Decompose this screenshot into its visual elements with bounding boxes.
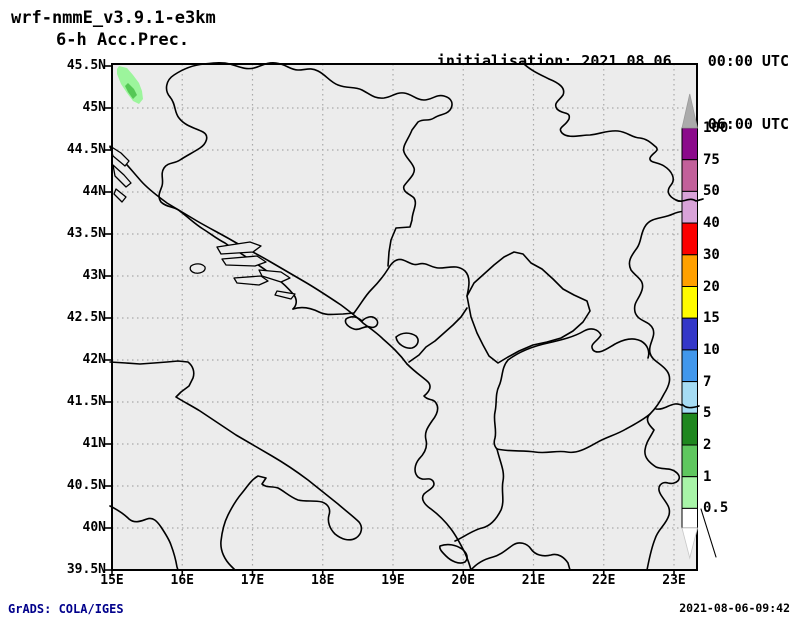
coastline-bay-of-kotor	[344, 316, 379, 331]
precip-patch-core	[125, 83, 137, 99]
border-overflow-on-colorbar	[675, 198, 704, 202]
lat-label-41N: 41N	[82, 436, 106, 451]
colorbar-segment	[681, 444, 698, 478]
adriatic-islands	[109, 145, 296, 300]
axis-tick-marks	[105, 65, 675, 576]
colorbar-segment	[681, 222, 698, 256]
lat-label-41.5N: 41.5N	[66, 394, 106, 409]
border-macedonia-north	[507, 328, 650, 361]
lat-label-45.5N: 45.5N	[66, 58, 106, 73]
border-bosnia-south	[292, 306, 355, 316]
lat-label-44N: 44N	[82, 184, 106, 199]
lon-label-18E: 18E	[311, 573, 335, 588]
colorbar-value-30: 30	[703, 246, 720, 263]
creation-timestamp: 2021-08-06-09:42	[679, 601, 790, 615]
colorbar-value-50: 50	[703, 183, 720, 200]
colorbar-value-75: 75	[703, 151, 720, 168]
colorbar-segment	[681, 159, 698, 192]
coastline-albania	[406, 363, 472, 571]
colorbar-segment	[681, 412, 698, 446]
coastline-italy-tyrrhenian	[109, 505, 179, 571]
lat-label-43N: 43N	[82, 268, 106, 283]
grads-credit: GrADS: COLA/IGES	[8, 602, 124, 616]
lon-label-15E: 15E	[100, 573, 124, 588]
colorbar-segment	[681, 254, 698, 288]
colorbar-value-7: 7	[703, 373, 712, 390]
border-albania-greece	[454, 448, 505, 542]
lat-label-42.5N: 42.5N	[66, 310, 106, 325]
lon-label-20E: 20E	[451, 573, 475, 588]
lat-label-39.5N: 39.5N	[66, 562, 106, 577]
colorbar-value-40: 40	[703, 215, 720, 232]
lon-label-16E: 16E	[170, 573, 194, 588]
colorbar-over-arrow	[681, 93, 699, 129]
island-hvar	[221, 255, 267, 267]
coastline-greece-west	[470, 542, 571, 571]
colorbar-segment	[681, 317, 698, 351]
lat-label-40N: 40N	[82, 520, 106, 535]
model-title: wrf-nmmE_v3.9.1-e3km	[11, 8, 216, 28]
coastline-greece-overflow	[700, 508, 717, 558]
border-macedonia-west	[493, 359, 509, 450]
border-albania-north	[408, 307, 468, 363]
border-montenegro-north	[353, 258, 470, 314]
border-serbia-bulgaria-greece	[628, 207, 698, 571]
lat-label-40.5N: 40.5N	[66, 478, 106, 493]
lake-skadar	[395, 332, 419, 349]
colorbar-value-1: 1	[703, 468, 712, 485]
island-korcula	[233, 275, 269, 286]
border-croatia-north-sava	[165, 62, 453, 267]
lat-label-44.5N: 44.5N	[66, 142, 106, 157]
colorbar-segment	[681, 381, 698, 414]
border-macedonia-south	[496, 413, 651, 454]
peninsula-peljesac	[258, 269, 291, 283]
colorbar-value-15: 15	[703, 310, 720, 327]
colorbar-under-arrow	[681, 527, 699, 560]
border-kosovo	[466, 251, 591, 364]
colorbar-value-0.5: 0.5	[703, 500, 729, 517]
colorbar-value-2: 2	[703, 437, 712, 453]
coastline-italy-adriatic	[109, 360, 363, 571]
lon-label-17E: 17E	[240, 573, 265, 588]
island-mljet	[274, 290, 296, 300]
colorbar-segment	[681, 127, 698, 161]
product-title: 6-h Acc.Prec.	[56, 30, 190, 50]
border-overflow-on-colorbar-2	[681, 403, 700, 409]
island	[112, 164, 132, 188]
colorbar-segment	[681, 507, 698, 529]
lat-label-45N: 45N	[82, 100, 106, 115]
colorbar-value-20: 20	[703, 278, 720, 295]
lat-label-42N: 42N	[82, 352, 106, 367]
lat-label-43.5N: 43.5N	[66, 226, 106, 241]
coastline-corfu	[439, 543, 468, 564]
lon-label-19E: 19E	[381, 573, 405, 588]
map-background	[112, 64, 697, 570]
colorbar-segment	[681, 286, 698, 319]
colorbar-value-100: 100	[703, 120, 729, 136]
colorbar-value-5: 5	[703, 405, 712, 422]
lon-label-22E: 22E	[592, 573, 616, 588]
colorbar-value-10: 10	[703, 341, 720, 358]
colorbar-segment	[681, 349, 698, 383]
lon-label-21E: 21E	[521, 573, 546, 588]
border-serbia-romania	[522, 62, 704, 202]
colorbar	[681, 93, 699, 560]
island-vis	[189, 263, 206, 274]
island	[113, 188, 127, 203]
lon-label-23E: 23E	[662, 573, 686, 588]
colorbar-segment	[681, 190, 698, 224]
colorbar-segment	[681, 476, 698, 509]
island-brac	[216, 241, 262, 255]
